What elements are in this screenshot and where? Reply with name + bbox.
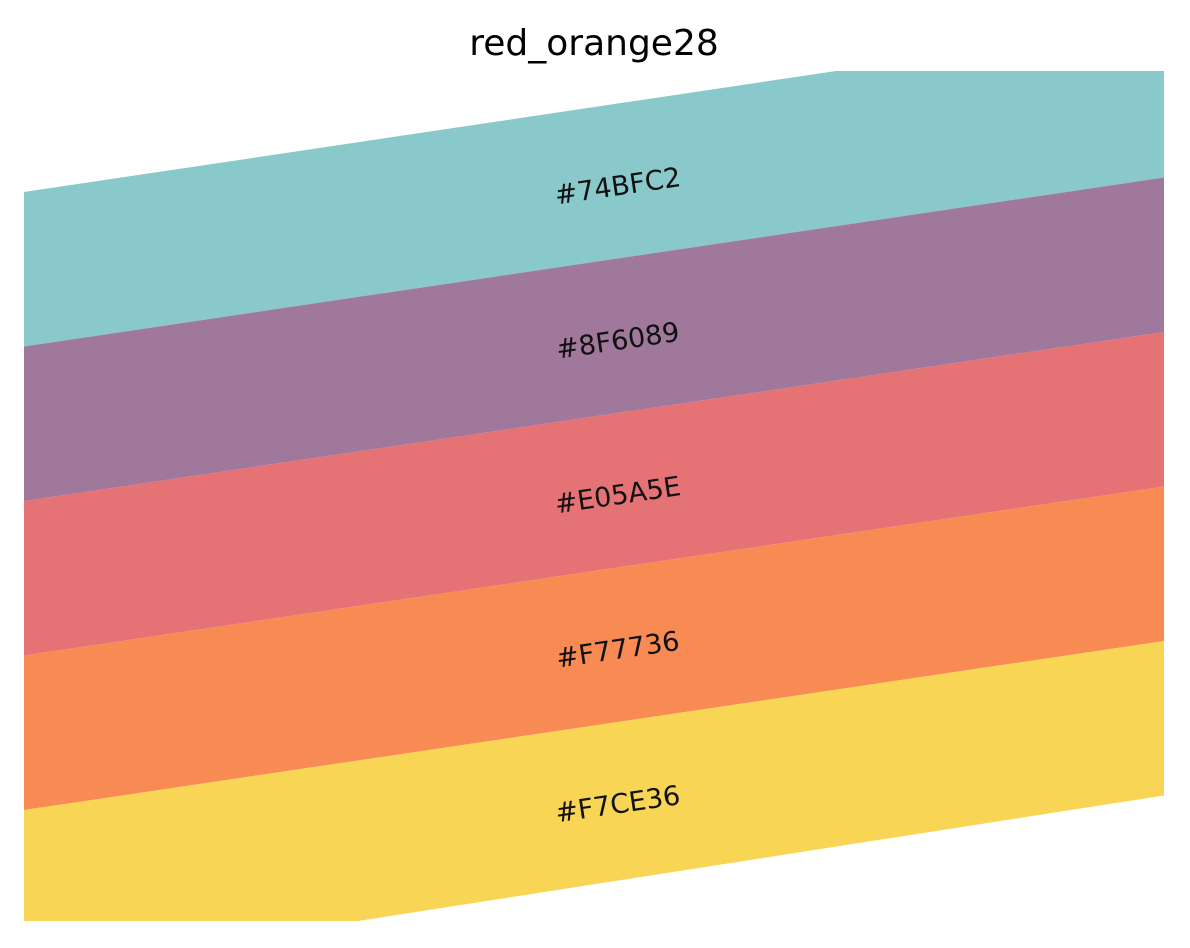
palette-band-1	[24, 71, 1164, 347]
bands-layer	[24, 71, 1164, 921]
chart-title: red_orange28	[469, 23, 719, 64]
palette-band-3	[24, 332, 1164, 656]
palette-band-4	[24, 486, 1164, 810]
palette-band-5	[24, 641, 1164, 921]
palette-band-2	[24, 177, 1164, 501]
